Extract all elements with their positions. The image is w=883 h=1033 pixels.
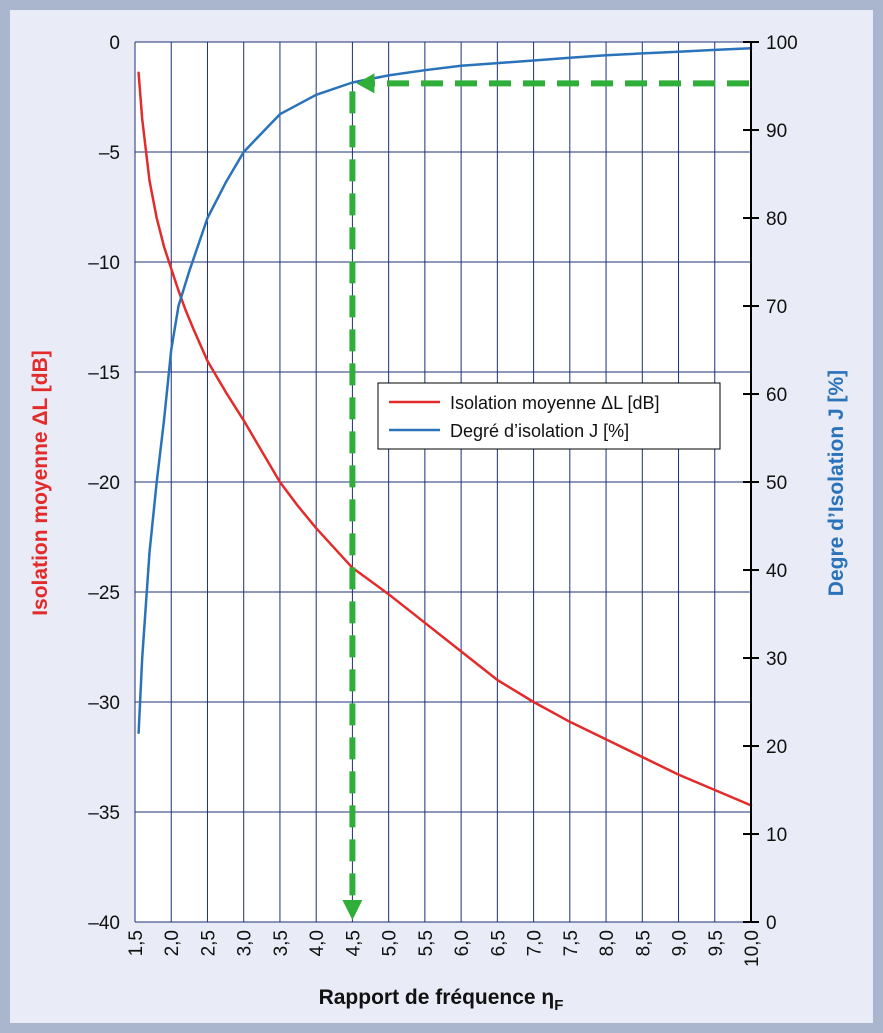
x-tick-label: 1,5 xyxy=(126,930,147,956)
annotation-arrowhead-down xyxy=(342,900,363,920)
annotation-layer xyxy=(342,73,749,920)
x-tick-label: 5,5 xyxy=(416,930,437,956)
x-tick-label: 6,0 xyxy=(452,930,473,956)
x-title-sub: F xyxy=(554,997,563,1014)
y-left-tick-label: 0 xyxy=(109,33,120,54)
x-tick-label: 4,5 xyxy=(343,930,364,956)
legend-box xyxy=(377,382,721,450)
y-left-tick-label: –40 xyxy=(88,913,120,934)
x-tick-label: 8,0 xyxy=(597,930,618,956)
x-tick-label: 7,5 xyxy=(561,930,582,956)
y-right-tick-label: 50 xyxy=(766,473,787,494)
series-layer xyxy=(137,46,753,807)
y-right-tick-label: 80 xyxy=(766,209,787,230)
y-left-tick-label: –35 xyxy=(88,803,120,824)
y-left-tick-label: –30 xyxy=(88,693,120,714)
y-left-tick-label: –15 xyxy=(88,363,120,384)
x-tick-label: 5,0 xyxy=(380,930,401,956)
x-tick-label: 3,5 xyxy=(271,930,292,956)
y-left-tick-label: –5 xyxy=(99,143,120,164)
y-right-tick-label: 30 xyxy=(766,649,787,670)
y-right-tick-label: 90 xyxy=(766,121,787,142)
axes: 1,5 2,0 2,5 3,0 3,5 4,0 4,5 5,0 5,5 6,0 6,5 7,0 7,5 8… xyxy=(88,33,797,967)
y-right-tick-label: 100 xyxy=(766,33,798,54)
x-title-main: Rapport de fréquence η xyxy=(319,986,555,1009)
y-right-tick-label: 10 xyxy=(766,825,787,846)
y-left-title: Isolation moyenne ΔL [dB] xyxy=(29,350,52,616)
series-line-isolation xyxy=(137,71,753,807)
x-tick-label: 7,0 xyxy=(525,930,546,956)
y-right-tick-label: 40 xyxy=(766,561,787,582)
y-left-tick-label: –20 xyxy=(88,473,120,494)
y-left-tick-label: –25 xyxy=(88,583,120,604)
y-right-tick-label: 60 xyxy=(766,385,787,406)
chart: 1,5 2,0 2,5 3,0 3,5 4,0 4,5 5,0 5,5 6,0 6,5 7,0 7,5 8… xyxy=(29,33,848,1014)
x-tick-label: 6,5 xyxy=(488,930,509,956)
x-tick-label: 10,0 xyxy=(742,930,763,967)
x-tick-label: 9,5 xyxy=(706,930,727,956)
y-left-tick-label: –10 xyxy=(88,253,120,274)
x-tick-label: 2,5 xyxy=(198,930,219,956)
legend: Isolation moyenne ΔL [dB] Degré d’isolat… xyxy=(377,382,721,450)
y-right-tick-label: 0 xyxy=(766,913,777,934)
chart-frame: 1,5 2,0 2,5 3,0 3,5 4,0 4,5 5,0 5,5 6,0 6,5 7,0 7,5 8… xyxy=(10,10,873,1023)
x-tick-label: 3,0 xyxy=(235,930,256,956)
x-tick-label: 8,5 xyxy=(633,930,654,956)
y-right-tick-label: 20 xyxy=(766,737,787,758)
legend-label-isolation: Isolation moyenne ΔL [dB] xyxy=(450,393,659,413)
annotation-arrowhead-left xyxy=(356,73,375,94)
legend-label-degre: Degré d’isolation J [%] xyxy=(450,421,629,441)
x-tick-label: 2,0 xyxy=(162,930,183,956)
series-line-degre xyxy=(137,46,753,735)
x-title: Rapport de fréquence ηF xyxy=(319,986,564,1014)
y-right-tick-label: 70 xyxy=(766,297,787,318)
grid xyxy=(134,41,752,923)
x-tick-label: 9,0 xyxy=(670,930,691,956)
x-tick-label: 4,0 xyxy=(307,930,328,956)
y-right-title: Degre d’Isolation J [%] xyxy=(825,370,848,596)
